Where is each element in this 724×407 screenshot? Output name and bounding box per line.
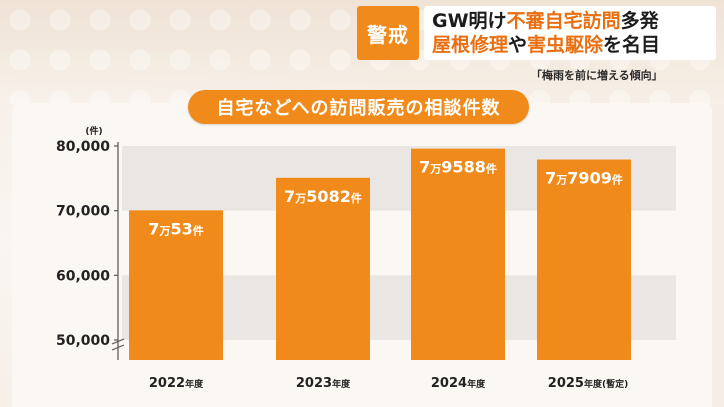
x-tick-label: 2024年度	[431, 376, 486, 391]
x-axis-labels: 2022年度 2023年度 2024年度 2025年度(暫定)	[149, 376, 628, 391]
bars: 7万53件 7万5082件 7万9588件 7万7909件	[129, 148, 631, 360]
x-tick-label: 2025年度(暫定)	[548, 376, 628, 391]
headline-highlight: 不審自宅訪問	[506, 10, 621, 32]
headline-line-2: 屋根修理や害虫駆除を名目	[432, 33, 708, 57]
headline-text: や	[508, 34, 528, 56]
y-tick-label: 60,000	[56, 268, 110, 284]
bar-value-label: 7万9588件	[419, 158, 497, 177]
headline-highlight: 害虫駆除	[527, 34, 604, 56]
alert-badge: 警戒	[357, 6, 419, 60]
headline-text: を名目	[603, 34, 661, 56]
headline-text: 多発	[620, 10, 659, 32]
y-axis: (件) 50,000 60,000 70,000 80,000	[56, 125, 125, 360]
bar	[276, 177, 370, 360]
x-tick-label: 2022年度	[149, 376, 204, 391]
x-tick-label: 2023年度	[296, 376, 351, 391]
chart-title: 自宅などへの訪問販売の相談件数	[188, 90, 529, 124]
axis-break-mark	[111, 338, 125, 351]
bar	[129, 210, 223, 360]
bar-value-label: 7万53件	[148, 219, 203, 238]
bar	[411, 148, 505, 360]
sub-caption: 「梅雨を前に増える傾向」	[531, 69, 663, 82]
y-tick-label: 70,000	[56, 204, 110, 220]
headline-highlight: 屋根修理	[432, 34, 509, 56]
bar	[537, 159, 631, 360]
y-tick-label: 80,000	[56, 139, 110, 155]
headline-line-1: GW明け不審自宅訪問多発	[432, 9, 708, 33]
bar-value-label: 7万5082件	[284, 187, 362, 206]
bar-value-label: 7万7909件	[545, 169, 623, 188]
headline: GW明け不審自宅訪問多発 屋根修理や害虫駆除を名目	[424, 6, 716, 60]
y-tick-label: 50,000	[56, 333, 110, 349]
headline-text: GW明け	[432, 10, 507, 32]
y-axis-unit: (件)	[85, 125, 102, 137]
